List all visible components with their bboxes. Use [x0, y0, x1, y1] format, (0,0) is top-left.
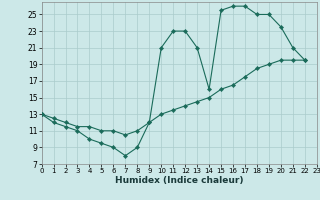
X-axis label: Humidex (Indice chaleur): Humidex (Indice chaleur): [115, 176, 244, 185]
